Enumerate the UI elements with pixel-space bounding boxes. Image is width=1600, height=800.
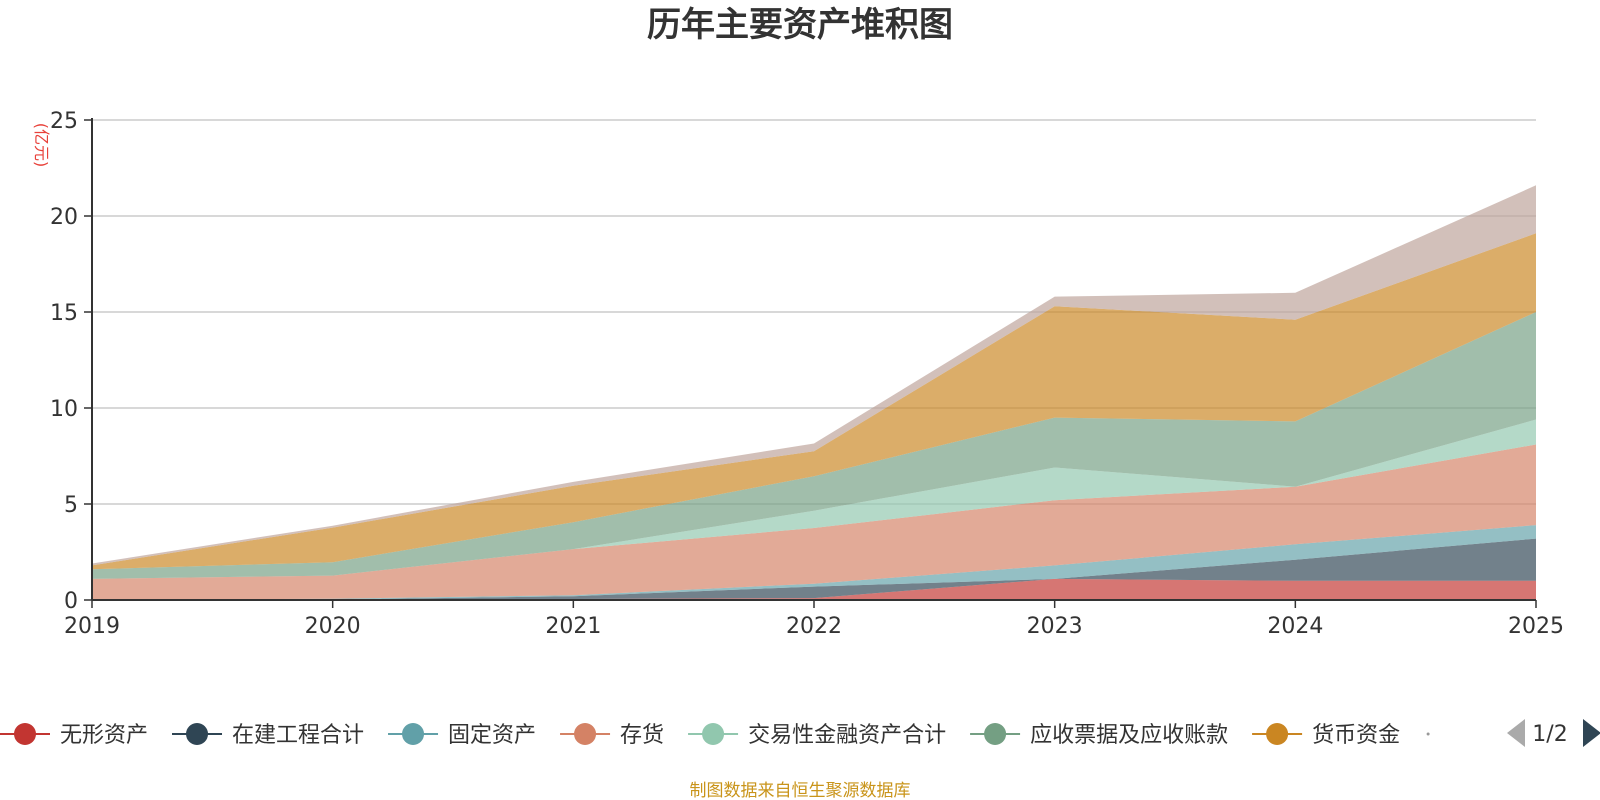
legend-dot-marker bbox=[402, 723, 425, 745]
area-存货 bbox=[92, 444, 1536, 600]
legend-next-icon[interactable] bbox=[1583, 719, 1600, 747]
x-tick-label: 2022 bbox=[786, 614, 842, 639]
y-tick-label: 25 bbox=[50, 109, 78, 134]
legend-label: 无形资产 bbox=[60, 723, 148, 748]
area-货币资金 bbox=[92, 233, 1536, 570]
legend-dot-marker bbox=[186, 723, 209, 745]
area-series bbox=[92, 185, 1536, 600]
legend-label: 固定资产 bbox=[448, 723, 536, 748]
area-应收票据及应收账款 bbox=[92, 312, 1536, 579]
legend-item[interactable]: 货币资金 bbox=[1252, 723, 1400, 748]
y-axis-ticks: 0 5 10 15 20 25 bbox=[50, 109, 92, 614]
legend-ellipsis-dot bbox=[1426, 732, 1430, 736]
x-tick-label: 2020 bbox=[305, 614, 361, 639]
x-tick-label: 2025 bbox=[1508, 614, 1564, 639]
y-tick-label: 15 bbox=[50, 301, 78, 326]
x-tick-label: 2019 bbox=[64, 614, 120, 639]
legend-dot-marker bbox=[1266, 723, 1289, 745]
area-在建工程合计 bbox=[92, 538, 1536, 600]
x-tick-label: 2021 bbox=[545, 614, 601, 639]
legend-dot-marker bbox=[574, 723, 597, 745]
legend-item[interactable]: 在建工程合计 bbox=[172, 723, 364, 748]
legend-label: 应收票据及应收账款 bbox=[1030, 723, 1228, 748]
legend-label: 交易性金融资产合计 bbox=[748, 723, 946, 748]
chart-title: 历年主要资产堆积图 bbox=[647, 5, 953, 45]
legend-item[interactable]: 交易性金融资产合计 bbox=[688, 723, 946, 748]
legend-label: 存货 bbox=[620, 723, 664, 748]
legend-page-indicator: 1/2 bbox=[1532, 722, 1567, 747]
legend-dot-marker bbox=[14, 723, 36, 745]
legend-item[interactable]: 无形资产 bbox=[0, 723, 148, 748]
y-tick-label: 0 bbox=[64, 589, 78, 614]
legend-item[interactable]: 固定资产 bbox=[388, 723, 536, 748]
y-tick-label: 10 bbox=[50, 397, 78, 422]
area-固定资产 bbox=[92, 525, 1536, 600]
legend-dot-marker bbox=[984, 723, 1007, 745]
legend-dot-marker bbox=[702, 723, 725, 745]
data-source-note: 制图数据来自恒生聚源数据库 bbox=[690, 781, 911, 800]
y-tick-label: 5 bbox=[64, 493, 78, 518]
x-axis-ticks: 2019 2020 2021 2022 2023 2024 2025 bbox=[64, 600, 1564, 639]
legend-label: 在建工程合计 bbox=[232, 723, 364, 748]
legend-label: 货币资金 bbox=[1312, 723, 1400, 748]
y-tick-label: 20 bbox=[50, 205, 78, 230]
x-tick-label: 2024 bbox=[1267, 614, 1323, 639]
legend-item[interactable]: 存货 bbox=[560, 723, 664, 748]
legend-prev-icon[interactable] bbox=[1507, 719, 1525, 747]
area-无形资产 bbox=[92, 578, 1536, 600]
legend-item[interactable]: 应收票据及应收账款 bbox=[970, 723, 1228, 748]
legend: 无形资产 在建工程合计 固定资产 存货 交易性金融资产合计 应收票据及应收账款 货币资金 bbox=[0, 723, 1430, 748]
y-axis-unit: (亿元) bbox=[32, 123, 51, 168]
x-tick-label: 2023 bbox=[1027, 614, 1083, 639]
legend-pager: 1/2 bbox=[1507, 719, 1600, 747]
